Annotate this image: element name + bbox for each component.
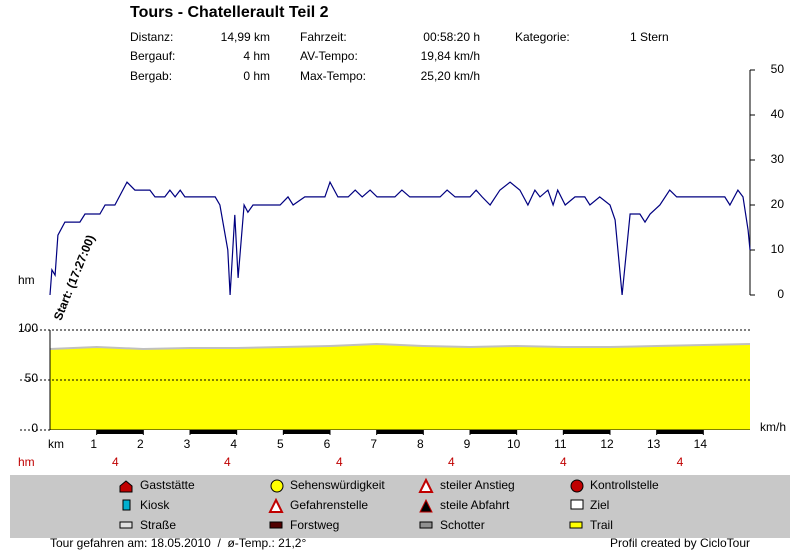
surface-segment <box>563 430 610 434</box>
legend-label: Straße <box>140 518 176 532</box>
x-axis-label: km <box>48 437 64 451</box>
info-label: Bergab: <box>130 69 172 83</box>
y2-axis-label: km/h <box>760 420 786 434</box>
legend-label: Gefahrenstelle <box>290 498 368 512</box>
info-label: Kategorie: <box>515 30 570 44</box>
y2-tick-label: 40 <box>771 107 785 121</box>
info-value: 1 Stern <box>630 30 669 44</box>
icon-sight <box>271 480 283 492</box>
x-tick-label: 3 <box>184 437 191 451</box>
info-label: Bergauf: <box>130 49 175 63</box>
icon-forest <box>270 522 282 528</box>
legend-label: Kiosk <box>140 498 170 512</box>
x-tick-label: 6 <box>324 437 331 451</box>
climb-row-label: hm <box>18 455 35 469</box>
legend-label: Schotter <box>440 518 485 532</box>
y2-tick-label: 50 <box>771 62 785 76</box>
legend-label: Ziel <box>590 498 609 512</box>
climb-value: 4 <box>677 455 684 469</box>
x-tick-label: 11 <box>554 437 567 451</box>
info-value: 14,99 km <box>221 30 270 44</box>
x-tick-label: 9 <box>464 437 471 451</box>
legend-label: steiler Anstieg <box>440 478 515 492</box>
x-tick-label: 12 <box>600 437 614 451</box>
profile-page: Tours - Chatellerault Teil 2 Tour gefahr… <box>0 0 800 550</box>
surface-segment <box>190 430 237 434</box>
surface-segment <box>283 430 330 434</box>
y2-tick-label: 20 <box>771 197 785 211</box>
y-axis-label: hm <box>18 273 35 287</box>
info-value: 00:58:20 h <box>423 30 480 44</box>
y2-tick-label: 30 <box>771 152 785 166</box>
title: Tours - Chatellerault Teil 2 <box>130 4 329 21</box>
y-tick-label: 100 <box>18 321 38 335</box>
climb-value: 4 <box>112 455 119 469</box>
legend-label: Gaststätte <box>140 478 195 492</box>
surface-segment <box>470 430 517 434</box>
info-label: Fahrzeit: <box>300 30 347 44</box>
x-tick-label: 1 <box>90 437 97 451</box>
info-value: 4 hm <box>243 49 270 63</box>
info-value: 19,84 km/h <box>421 49 480 63</box>
legend-label: Kontrollstelle <box>590 478 659 492</box>
y2-tick-label: 10 <box>771 242 785 256</box>
info-label: AV-Tempo: <box>300 49 358 63</box>
footer-left: Tour gefahren am: 18.05.2010 / ø-Temp.: … <box>50 536 306 550</box>
icon-stop <box>571 480 583 492</box>
climb-value: 4 <box>224 455 231 469</box>
icon-gravel <box>420 522 432 528</box>
surface-segment <box>377 430 424 434</box>
x-tick-label: 8 <box>417 437 424 451</box>
icon-finish <box>571 500 583 509</box>
legend-label: Sehenswürdigkeit <box>290 478 385 492</box>
x-tick-label: 13 <box>647 437 661 451</box>
x-tick-label: 5 <box>277 437 284 451</box>
info-label: Max-Tempo: <box>300 69 366 83</box>
x-tick-label: 7 <box>370 437 377 451</box>
info-label: Distanz: <box>130 30 173 44</box>
climb-value: 4 <box>448 455 455 469</box>
icon-kiosk <box>123 500 130 510</box>
elevation-area <box>50 344 750 430</box>
x-tick-label: 2 <box>137 437 144 451</box>
climb-value: 4 <box>560 455 567 469</box>
x-tick-label: 4 <box>230 437 237 451</box>
speed-line <box>50 182 750 295</box>
footer-right: Profil created by CicloTour <box>610 536 750 550</box>
y-tick-label: 0 <box>31 421 38 435</box>
start-annotation: Start: (17:27:00) <box>51 233 98 322</box>
x-tick-label: 10 <box>507 437 521 451</box>
icon-road <box>120 522 132 528</box>
info-value: 25,20 km/h <box>421 69 480 83</box>
y2-tick-label: 0 <box>777 287 784 301</box>
legend-label: Forstweg <box>290 518 339 532</box>
icon-trail <box>570 522 582 528</box>
x-tick-label: 14 <box>694 437 708 451</box>
info-value: 0 hm <box>243 69 270 83</box>
climb-value: 4 <box>336 455 343 469</box>
legend-label: Trail <box>590 518 613 532</box>
legend-label: steile Abfahrt <box>440 498 510 512</box>
y-tick-label: 50 <box>25 371 39 385</box>
surface-segment <box>657 430 704 434</box>
surface-segment <box>97 430 144 434</box>
